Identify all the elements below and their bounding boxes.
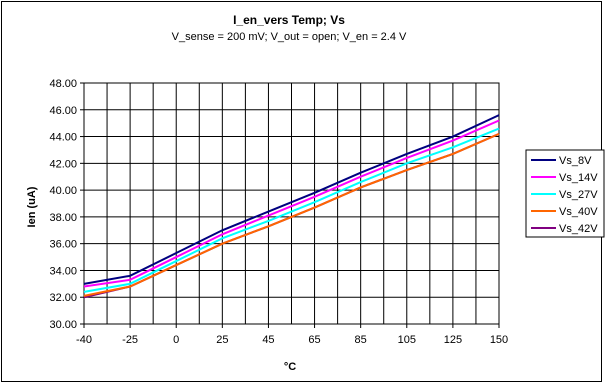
- x-tick-label: 85: [355, 334, 367, 346]
- chart-title: I_en_vers Temp; Vs: [233, 13, 345, 27]
- x-axis-label: °C: [284, 361, 296, 373]
- x-tick-label: 150: [490, 334, 508, 346]
- y-tick-label: 42.00: [49, 158, 77, 170]
- series-line-vs-8v: [83, 114, 500, 285]
- y-tick-label: 36.00: [49, 239, 77, 251]
- y-tick-label: 48.00: [49, 78, 77, 90]
- y-tick-label: 40.00: [49, 185, 77, 197]
- y-axis-label: Ien (uA): [26, 186, 38, 227]
- y-tick-label: 30.00: [49, 319, 77, 331]
- y-tick-label: 38.00: [49, 212, 77, 224]
- series-line-vs-27v: [83, 127, 500, 293]
- y-tick-label: 44.00: [49, 132, 77, 144]
- x-tick-label: 125: [444, 334, 462, 346]
- legend-label-vs-14v: Vs_14V: [559, 172, 598, 184]
- legend: Vs_8V Vs_14V Vs_27V Vs_40V Vs_42V: [531, 155, 598, 235]
- legend-label-vs-27v: Vs_27V: [559, 189, 598, 201]
- y-tick-label: 46.00: [49, 105, 77, 117]
- legend-label-vs-42v: Vs_42V: [559, 223, 598, 235]
- legend-label-vs-8v: Vs_8V: [559, 155, 592, 167]
- x-tick-label: 65: [308, 334, 320, 346]
- x-tick-label: 45: [262, 334, 274, 346]
- y-tick-label: 32.00: [49, 292, 77, 304]
- y-axis-ticks: 30.00 32.00 34.00 36.00 38.00 40.00 42.00 44.00…: [49, 78, 84, 331]
- x-axis-ticks: -40 -25 0 25 45 65 85 105 125 150: [76, 324, 508, 346]
- series-lines: [83, 114, 500, 299]
- x-tick-label: -40: [76, 334, 92, 346]
- series-line-vs-40v: [83, 132, 500, 297]
- x-tick-label: 25: [216, 334, 228, 346]
- y-tick-label: 34.00: [49, 265, 77, 277]
- chart-subtitle: V_sense = 200 mV; V_out = open; V_en = 2…: [172, 31, 407, 43]
- x-tick-label: 0: [173, 334, 179, 346]
- plot-border: [83, 82, 500, 325]
- legend-label-vs-40v: Vs_40V: [559, 206, 598, 218]
- series-line-vs-14v: [83, 119, 500, 288]
- x-tick-label: 105: [398, 334, 416, 346]
- grid: [84, 83, 499, 324]
- x-tick-label: -25: [122, 334, 138, 346]
